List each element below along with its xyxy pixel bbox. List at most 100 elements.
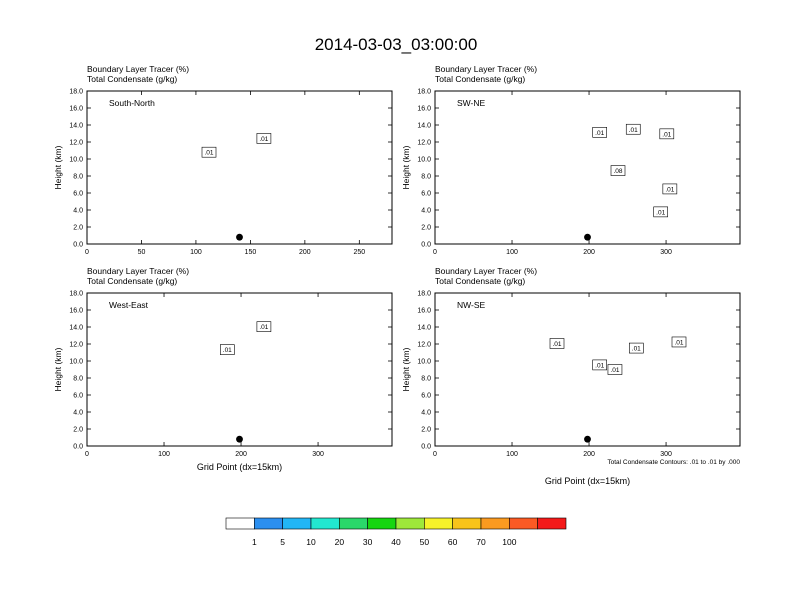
x-tick-label: 50 — [138, 249, 146, 256]
contour-label: .01 — [595, 130, 604, 137]
x-tick-label: 200 — [583, 451, 595, 458]
y-tick-label: 2.0 — [421, 427, 431, 434]
y-axis-label: Height (km) — [53, 145, 63, 189]
y-tick-label: 2.0 — [73, 225, 83, 232]
y-tick-label: 12.0 — [417, 342, 431, 349]
y-tick-label: 6.0 — [421, 191, 431, 198]
panels: .01 .01 0.0 2.0 4.0 6.0 8.0 10.0 12.0 14.0 16.0 18.… — [53, 64, 741, 486]
x-tick-label: 200 — [583, 249, 595, 256]
colorbar-label: 70 — [476, 537, 486, 547]
contour-label-box — [659, 128, 675, 140]
colorbar-swatch — [395, 517, 425, 530]
contour-label-box — [256, 321, 272, 332]
contour-label-box — [549, 338, 565, 349]
figure-title: 2014-03-03_03:00:00 — [315, 35, 478, 54]
x-tick-label: 200 — [299, 249, 311, 256]
x-tick-label: 200 — [235, 451, 247, 458]
colorbar-label: 30 — [363, 537, 373, 547]
y-tick-label: 18.0 — [417, 291, 431, 298]
contour-label: .01 — [259, 324, 268, 331]
panel-subtitle-condensate: Total Condensate (g/kg) — [87, 276, 177, 286]
y-tick-label: 10.0 — [69, 359, 83, 366]
contour-label-box — [220, 344, 235, 355]
plot-frame — [434, 292, 741, 447]
contour-label: .01 — [632, 346, 641, 353]
contour-label: .01 — [656, 209, 665, 216]
y-tick-label: 8.0 — [73, 376, 83, 383]
x-tick-label: 0 — [85, 249, 89, 256]
contour-label-box — [256, 133, 272, 144]
y-tick-label: 16.0 — [417, 308, 431, 315]
contour-label: .01 — [595, 362, 604, 369]
contour-label-box — [607, 364, 623, 375]
colorbar-swatch — [537, 517, 567, 530]
colorbar-swatch — [282, 517, 312, 530]
x-tick-label: 100 — [158, 451, 170, 458]
colorbar-swatch — [509, 517, 538, 530]
x-tick-label: 100 — [190, 249, 202, 256]
y-tick-label: 14.0 — [417, 325, 431, 332]
y-tick-label: 4.0 — [421, 208, 431, 215]
colorbar: 1 5 10 20 30 40 50 60 70 100 — [225, 517, 567, 547]
y-tick-label: 0.0 — [421, 444, 431, 451]
contour-label: .08 — [613, 168, 622, 175]
panel-nw-se: .01 .01 .01 .01 .01 0.0 2.0 4.0 6.0 8.0 10.0 12.0 14… — [401, 266, 741, 486]
contour-label: .01 — [665, 186, 674, 193]
colorbar-label: 20 — [335, 537, 345, 547]
y-tick-label: 16.0 — [69, 106, 83, 113]
location-marker — [236, 233, 243, 241]
y-tick-label: 16.0 — [69, 308, 83, 315]
x-tick-label: 0 — [433, 451, 437, 458]
panel-direction-label: West-East — [109, 300, 149, 310]
panel-sw-ne: .01 .01 .01 .08 .01 .01 0.0 2.0 4.0 6.0 8.0 10.0 12.… — [401, 64, 741, 256]
y-tick-label: 8.0 — [73, 174, 83, 181]
y-tick-label: 12.0 — [417, 140, 431, 147]
contour-label-box — [662, 183, 678, 195]
plot-frame — [86, 90, 393, 245]
panel-direction-label: NW-SE — [457, 300, 486, 310]
x-tick-label: 250 — [353, 249, 365, 256]
contour-label: .01 — [259, 136, 268, 143]
y-tick-label: 8.0 — [421, 174, 431, 181]
panel-subtitle-tracer: Boundary Layer Tracer (%) — [87, 266, 189, 276]
colorbar-swatch — [310, 517, 340, 530]
y-tick-label: 10.0 — [417, 157, 431, 164]
contour-label: .01 — [223, 347, 232, 354]
x-tick-label: 0 — [85, 451, 89, 458]
colorbar-label: 10 — [306, 537, 316, 547]
y-axis-label: Height (km) — [401, 145, 411, 189]
panel-subtitle-condensate: Total Condensate (g/kg) — [435, 74, 525, 84]
panel-south-north: .01 .01 0.0 2.0 4.0 6.0 8.0 10.0 12.0 14.0 16.0 18.… — [53, 64, 393, 256]
contour-label-box — [610, 165, 626, 176]
panel-subtitle-condensate: Total Condensate (g/kg) — [435, 276, 525, 286]
y-tick-label: 14.0 — [417, 123, 431, 130]
panel-west-east: .01 .01 0.0 2.0 4.0 6.0 8.0 10.0 12.0 14.0 16.0 18.… — [53, 266, 393, 472]
contour-label: .01 — [610, 367, 619, 374]
colorbar-swatch — [452, 517, 482, 530]
y-tick-label: 8.0 — [421, 376, 431, 383]
colorbar-label: 60 — [448, 537, 458, 547]
colorbar-swatch — [339, 517, 368, 530]
y-tick-label: 0.0 — [421, 242, 431, 249]
y-tick-label: 0.0 — [73, 444, 83, 451]
panel-direction-label: South-North — [109, 98, 155, 108]
panel-subtitle-tracer: Boundary Layer Tracer (%) — [435, 64, 537, 74]
x-tick-label: 0 — [433, 249, 437, 256]
plot-area — [435, 91, 740, 244]
x-axis-label: Grid Point (dx=15km) — [197, 462, 282, 472]
panel-subtitle-condensate: Total Condensate (g/kg) — [87, 74, 177, 84]
contour-label-box — [628, 342, 644, 354]
x-tick-label: 300 — [312, 451, 324, 458]
y-axis-label: Height (km) — [401, 347, 411, 391]
contour-label: .01 — [629, 127, 638, 134]
location-marker — [584, 435, 591, 443]
location-marker — [584, 233, 591, 241]
y-axis-label: Height (km) — [53, 347, 63, 391]
y-tick-label: 6.0 — [73, 393, 83, 400]
colorbar-swatch — [367, 517, 397, 530]
y-tick-label: 16.0 — [417, 106, 431, 113]
plot-area — [435, 293, 740, 446]
contour-label-box — [653, 206, 669, 218]
y-tick-label: 10.0 — [417, 359, 431, 366]
x-axis-label: Grid Point (dx=15km) — [545, 476, 630, 486]
